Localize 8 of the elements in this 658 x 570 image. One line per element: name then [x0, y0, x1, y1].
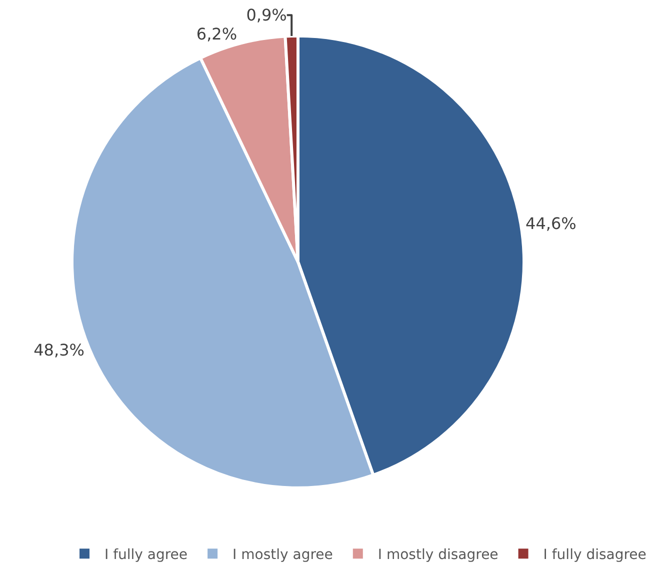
data-label: 48,3% [34, 340, 84, 360]
legend-label: I mostly disagree [378, 547, 498, 564]
legend-label: I fully agree [104, 547, 188, 564]
data-label: 0,9% [246, 6, 287, 25]
data-label: 44,6% [526, 214, 576, 233]
legend-label: I mostly agree [232, 547, 333, 564]
data-label: 6,2% [196, 24, 238, 44]
legend-label: I fully disagree [543, 547, 646, 564]
